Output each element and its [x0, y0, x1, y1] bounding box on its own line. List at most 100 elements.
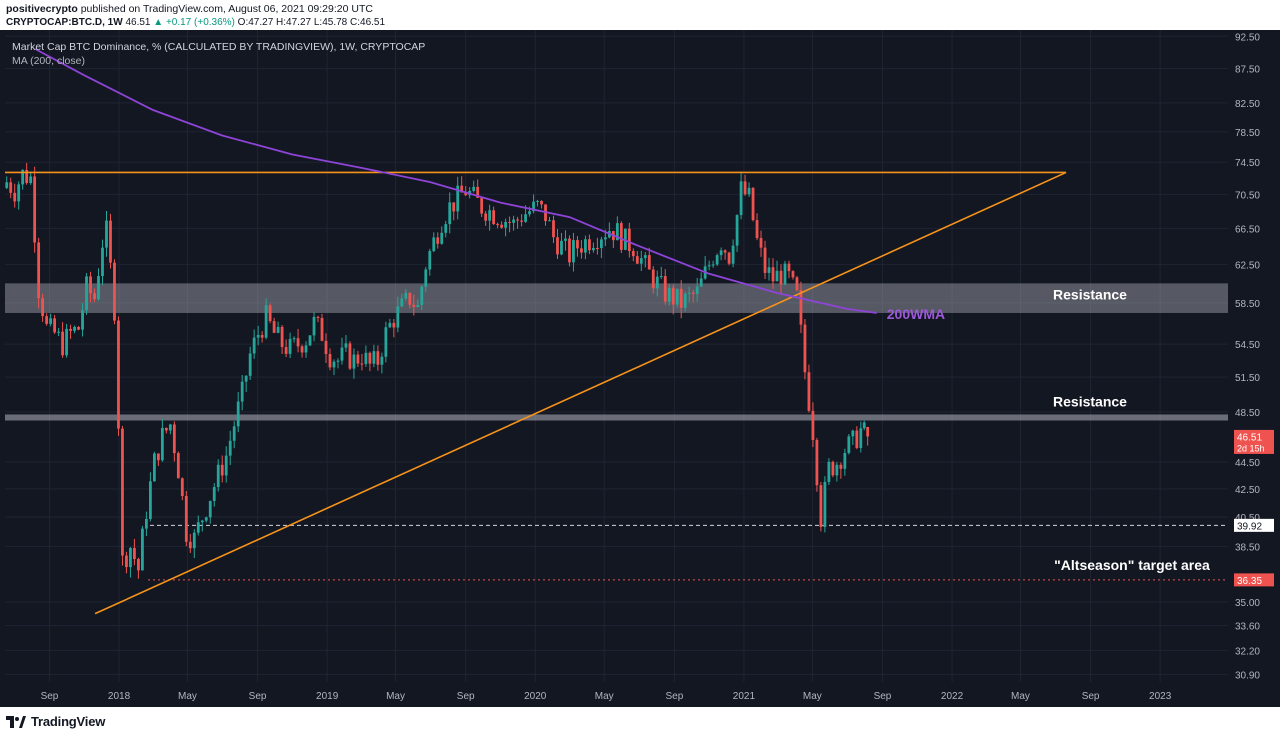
candle-body — [428, 251, 432, 270]
candle-body — [516, 219, 519, 221]
candle-body — [691, 292, 695, 294]
time-tick-label: May — [1011, 691, 1030, 702]
candle-body — [599, 239, 603, 249]
candle-body — [400, 298, 404, 307]
last-value: 46.51 — [125, 17, 151, 28]
price-tick-label: 66.50 — [1235, 224, 1260, 235]
candle-body — [859, 428, 863, 448]
chart-area[interactable]: Resistance Resistance 200WMA "Altseason" t… — [0, 30, 1280, 707]
candle-body — [13, 192, 17, 202]
candle-body — [807, 372, 811, 411]
candle-body — [795, 277, 799, 291]
candle-body — [352, 354, 356, 369]
resistance-zone — [5, 414, 1228, 421]
candle-body — [679, 288, 683, 308]
candle-body — [148, 481, 152, 519]
footer: TradingView — [0, 707, 1280, 737]
ma-200-label: 200WMA — [887, 306, 945, 322]
candle-body — [635, 256, 639, 264]
candle-body — [344, 343, 348, 348]
candle-body — [843, 452, 847, 469]
candle-body — [264, 305, 268, 338]
candle-body — [671, 287, 675, 305]
time-tick-label: May — [386, 691, 405, 702]
candle-body — [141, 528, 144, 571]
resistance-zone — [5, 283, 1228, 313]
time-tick-label: Sep — [457, 691, 475, 702]
candle-body — [360, 363, 364, 365]
price-axis[interactable]: 92.50 87.50 82.50 78.50 74.50 70.50 66.50 62.50… — [1235, 32, 1260, 681]
candle-body — [81, 310, 84, 330]
candle-body — [464, 192, 468, 196]
candle-body — [476, 186, 480, 198]
candle-body — [504, 221, 508, 228]
candle-body — [588, 239, 591, 251]
candle-body — [643, 255, 647, 259]
altseason-label: "Altseason" target area — [1054, 557, 1210, 573]
price-tick-label: 33.60 — [1235, 622, 1260, 633]
candle-body — [17, 184, 21, 202]
candle-body — [89, 276, 92, 294]
time-axis[interactable]: Sep 2018 May Sep 2019 May Sep 2020 May Sep 2021 May… — [41, 691, 1172, 702]
candle-body — [759, 238, 763, 248]
candle-body — [117, 320, 120, 429]
tradingview-logo[interactable]: TradingView — [6, 714, 105, 729]
candle-body — [69, 328, 72, 331]
candle-body — [855, 430, 859, 448]
candle-body — [121, 428, 124, 556]
candle-body — [137, 559, 140, 571]
candle-body — [236, 401, 240, 427]
time-tick-label: 2021 — [733, 691, 756, 702]
symbol-line: CRYPTOCAP:BTC.D, 1W 46.51 ▲ +0.17 (+0.36… — [6, 17, 385, 28]
candle-body — [212, 487, 216, 501]
time-tick-label: Sep — [874, 691, 892, 702]
resistance-label: Resistance — [1053, 286, 1127, 302]
candle-body — [584, 239, 587, 253]
candle-body — [93, 293, 96, 300]
candle-body — [639, 258, 643, 264]
candle-body — [356, 354, 360, 364]
candle-body — [296, 338, 300, 347]
publication-header: positivecrypto published on TradingView.… — [0, 0, 1280, 30]
candle-body — [647, 255, 651, 270]
candle-body — [651, 269, 655, 289]
chart-svg[interactable]: Resistance Resistance 200WMA "Altseason" t… — [0, 30, 1280, 707]
ma-legend-title[interactable]: MA (200, close) — [12, 55, 85, 67]
price-tick-label: 38.50 — [1235, 542, 1260, 553]
last-price-badge-bg — [1234, 429, 1274, 454]
candle-body — [862, 422, 866, 429]
price-tick-label: 40.50 — [1235, 513, 1260, 524]
candle-body — [204, 517, 208, 521]
symbol-name: CRYPTOCAP:BTC.D, 1W — [6, 17, 123, 28]
time-tick-label: May — [178, 691, 197, 702]
chart-background — [0, 30, 1280, 707]
candle-body — [168, 424, 172, 431]
time-tick-label: 2020 — [524, 691, 547, 702]
candle-body — [41, 298, 45, 317]
author-name[interactable]: positivecrypto — [6, 3, 78, 15]
candle-body — [556, 237, 559, 255]
level-badge-36-text: 36.35 — [1237, 576, 1262, 587]
candle-body — [29, 176, 33, 184]
candle-body — [596, 247, 599, 249]
candle-body — [711, 264, 715, 266]
candle-body — [787, 263, 791, 272]
candle-body — [663, 276, 667, 302]
candle-body — [73, 326, 76, 331]
series-legend-title[interactable]: Market Cap BTC Dominance, % (CALCULATED … — [12, 41, 425, 53]
candle-body — [432, 237, 436, 252]
price-tick-label: 82.50 — [1235, 99, 1260, 110]
candle-body — [755, 220, 759, 239]
published-text: published on TradingView.com, August 06,… — [80, 3, 373, 15]
candle-body — [564, 238, 567, 241]
candle-body — [228, 440, 232, 456]
trendlines[interactable] — [5, 171, 1067, 615]
time-tick-label: Sep — [41, 691, 59, 702]
candle-body — [424, 269, 428, 287]
candle-body — [324, 340, 328, 354]
candle-body — [196, 522, 200, 533]
candle-body — [248, 353, 252, 376]
candle-body — [109, 220, 112, 263]
candle-body — [715, 255, 719, 265]
price-tick-label: 74.50 — [1235, 158, 1260, 169]
